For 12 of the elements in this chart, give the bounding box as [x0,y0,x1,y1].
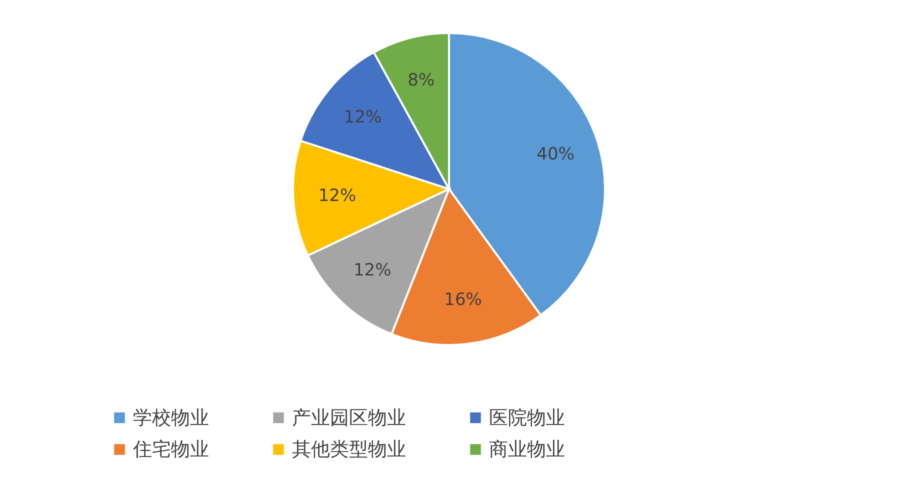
data-label: 12% [318,186,356,206]
legend-label: 医院物业 [489,406,565,429]
legend-label: 产业园区物业 [292,406,406,429]
data-label: 12% [353,260,392,281]
legend-label: 其他类型物业 [292,438,406,460]
data-label: 16% [444,290,482,310]
data-label: 8% [408,70,435,91]
data-label: 40% [536,144,574,164]
data-label: 12% [344,108,382,128]
legend-label: 商业物业 [489,438,565,460]
legend-label: 学校物业 [133,406,209,429]
legend-label: 住宅物业 [132,438,209,460]
